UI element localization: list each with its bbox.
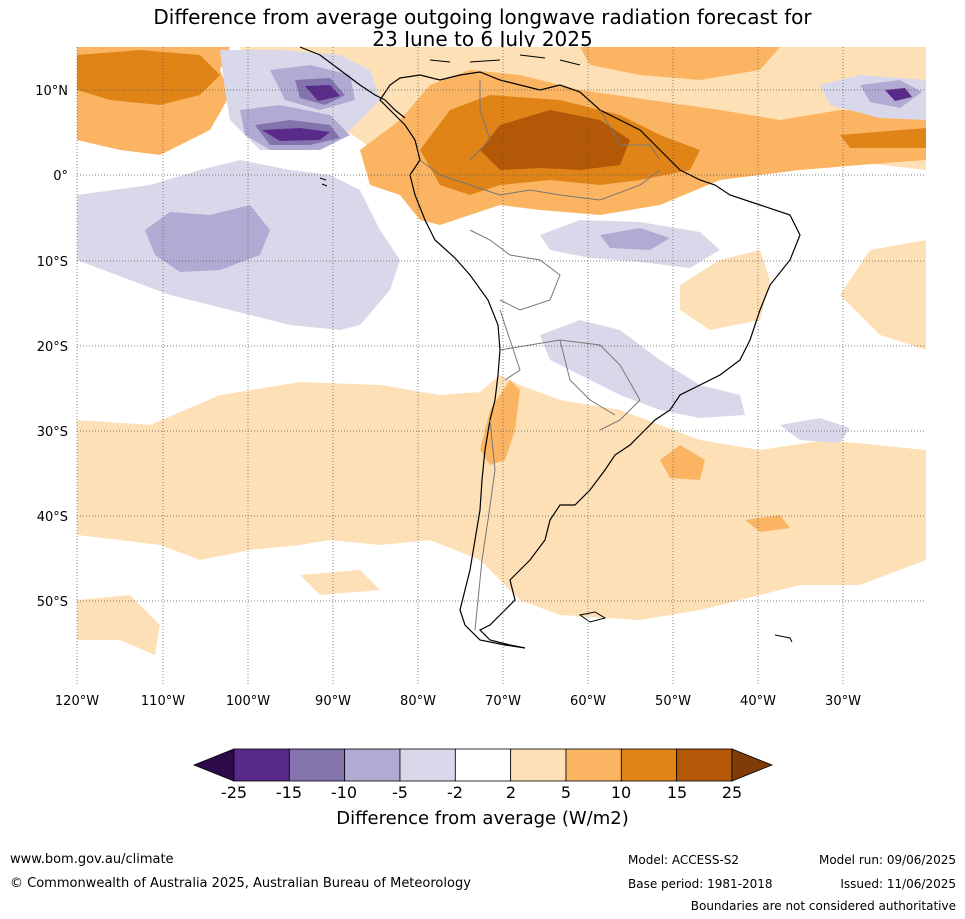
anomaly-atlantic-neg-light <box>780 418 850 443</box>
lon-label-90w: 90°W <box>315 694 351 709</box>
footer-base-period: Base period: 1981-2018 <box>628 877 773 891</box>
lon-label-40w: 40°W <box>740 694 776 709</box>
lon-label-120w: 120°W <box>55 694 99 709</box>
anomaly-east-pos-dark <box>840 128 926 148</box>
footer-disclaimer: Boundaries are not considered authoritat… <box>690 899 956 913</box>
graticule <box>76 47 926 685</box>
lon-label-30w: 30°W <box>825 694 861 709</box>
colorbar-tick: 25 <box>721 783 743 802</box>
colorbar-bin <box>676 748 733 782</box>
anomaly-south-pos-light <box>77 375 926 620</box>
lat-label-50s: 50°S <box>37 595 68 610</box>
colorbar-tick: -25 <box>220 783 248 802</box>
south-america-coastline <box>379 71 801 649</box>
colorbar-bin <box>399 748 456 782</box>
lat-label-40s: 40°S <box>37 510 68 525</box>
lon-label-100w: 100°W <box>226 694 270 709</box>
footer-model-run: Model run: 09/06/2025 <box>818 853 956 867</box>
colorbar-bin <box>510 748 567 782</box>
footer-model: Model: ACCESS-S2 <box>628 853 740 867</box>
anomaly-atlantic-pos-medium <box>660 445 705 480</box>
colorbar-bin <box>288 748 346 782</box>
colorbar-tick: 10 <box>610 783 632 802</box>
lat-label-10s: 10°S <box>37 255 68 270</box>
caribbean-islands <box>429 54 581 66</box>
lon-label-110w: 110°W <box>141 694 185 709</box>
colorbar-tick: 5 <box>560 783 572 802</box>
anomaly-east-neg-deep <box>885 88 912 101</box>
colorbar-title: Difference from average (W/m2) <box>336 808 629 829</box>
anomaly-south-pos-light-3 <box>300 570 380 595</box>
anomaly-east-pos-light-2 <box>840 240 926 350</box>
lat-label-0: 0° <box>53 169 68 184</box>
colorbar-extend-low <box>192 748 235 782</box>
anomaly-north-neg-deep-2 <box>305 85 340 101</box>
footer-issued: Issued: 11/06/2025 <box>840 877 956 891</box>
south-georgia <box>774 634 793 643</box>
anomaly-east-pos-light <box>680 250 770 330</box>
lon-label-80w: 80°W <box>400 694 436 709</box>
colorbar-bin <box>344 748 401 782</box>
colorbar <box>192 748 774 782</box>
colorbar-tick: -2 <box>447 783 463 802</box>
lon-label-70w: 70°W <box>485 694 521 709</box>
anomaly-north-pos-dark <box>77 50 220 105</box>
galapagos-islands <box>319 177 328 187</box>
colorbar-bin <box>233 748 290 782</box>
anomaly-pacific-neg-medium <box>145 205 270 272</box>
anomaly-north-top-medium <box>580 47 780 80</box>
anomaly-brazil-neg-medium <box>600 228 670 250</box>
lat-label-10n: 10°N <box>35 84 68 99</box>
anomaly-fields <box>77 47 926 655</box>
lon-label-60w: 60°W <box>570 694 606 709</box>
colorbar-tick: -5 <box>392 783 408 802</box>
map-title-line1: Difference from average outgoing longwav… <box>153 5 812 29</box>
anomaly-atlantic-pos-medium-2 <box>745 515 790 532</box>
lon-label-50w: 50°W <box>655 694 691 709</box>
colorbar-bin <box>565 748 622 782</box>
central-america-coastline <box>299 46 406 119</box>
lat-label-20s: 20°S <box>37 340 68 355</box>
colorbar-tick: -10 <box>330 783 358 802</box>
country-borders <box>419 80 661 631</box>
colorbar-extend-high <box>731 748 774 782</box>
map-title-line2: 23 June to 6 July 2025 <box>372 27 593 51</box>
colorbar-tick: 2 <box>505 783 517 802</box>
anomaly-parana-neg-light <box>540 320 745 418</box>
anomaly-andes-pos-medium <box>480 380 520 465</box>
lat-label-30s: 30°S <box>37 425 68 440</box>
falkland-islands <box>578 611 607 623</box>
footer-copyright: © Commonwealth of Australia 2025, Austra… <box>10 876 471 891</box>
colorbar-bin <box>620 748 678 782</box>
anomaly-north-neg-deep <box>262 128 330 141</box>
colorbar-tick: -15 <box>275 783 303 802</box>
anomaly-south-pos-light-2 <box>77 595 160 655</box>
anomaly-amazon-pos-brown <box>480 110 630 170</box>
colorbar-bin <box>454 748 512 782</box>
footer-website[interactable]: www.bom.gov.au/climate <box>10 852 174 867</box>
colorbar-tick: 15 <box>666 783 688 802</box>
